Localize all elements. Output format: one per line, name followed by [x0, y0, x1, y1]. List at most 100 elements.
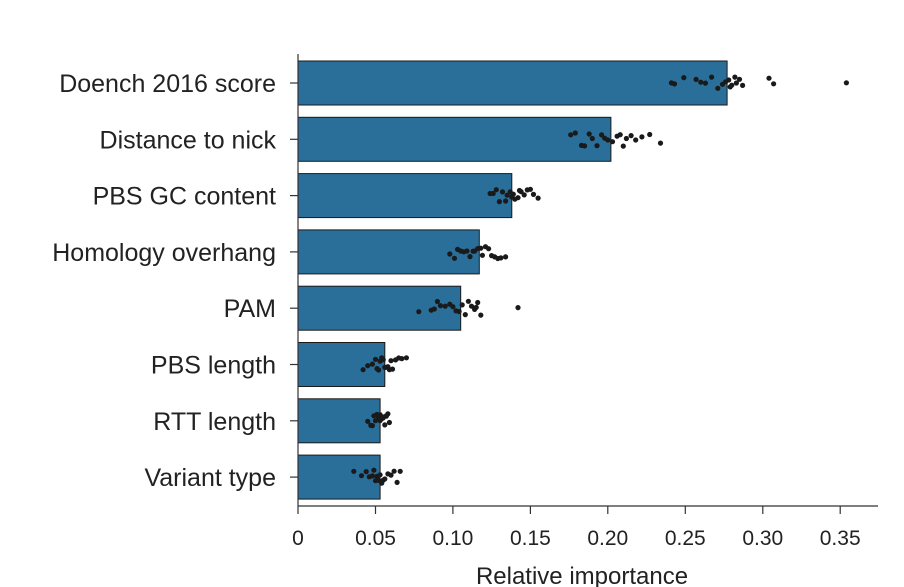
point-pbs-length — [403, 355, 409, 361]
point-distance-to-nick — [620, 143, 626, 149]
point-rtt-length — [365, 418, 371, 424]
category-label-pbs-gc-content: PBS GC content — [93, 183, 276, 211]
point-doench-2016-score — [736, 76, 743, 82]
point-distance-to-nick — [633, 137, 639, 143]
point-pam — [456, 308, 462, 315]
point-doench-2016-score — [771, 81, 777, 87]
category-label-variant-type: Variant type — [144, 464, 276, 492]
x-tick-label: 0.20 — [587, 527, 628, 550]
point-doench-2016-score — [702, 80, 709, 86]
point-pam — [431, 306, 437, 312]
x-tick-label: 0.25 — [665, 527, 706, 550]
point-pam — [473, 304, 479, 310]
point-pam — [468, 303, 475, 309]
point-pam — [478, 312, 484, 318]
x-tick-label: 0.10 — [432, 527, 473, 550]
point-homology-overhang — [451, 255, 458, 261]
point-pbs-length — [360, 367, 366, 373]
point-homology-overhang — [503, 254, 509, 260]
x-tick-label: 0.15 — [510, 527, 551, 550]
point-pbs-length — [365, 363, 371, 369]
point-doench-2016-score — [715, 85, 721, 91]
point-variant-type — [377, 472, 383, 478]
point-pbs-gc-content — [510, 191, 516, 197]
point-distance-to-nick — [639, 134, 645, 140]
point-homology-overhang — [467, 254, 473, 260]
point-pbs-length — [372, 356, 379, 362]
category-label-distance-to-nick: Distance to nick — [100, 126, 277, 154]
point-rtt-length — [369, 423, 375, 429]
point-variant-type — [397, 468, 403, 474]
point-variant-type — [371, 467, 377, 473]
point-pam — [416, 309, 422, 315]
point-doench-2016-score — [733, 80, 740, 86]
point-homology-overhang — [486, 246, 492, 252]
point-pam — [437, 303, 444, 309]
point-distance-to-nick — [609, 139, 616, 145]
point-pam — [465, 298, 471, 304]
point-pbs-gc-content — [527, 186, 534, 192]
labels-layer: Doench 2016 score Distance to nick PBS GC … — [52, 70, 860, 587]
point-rtt-length — [385, 411, 391, 417]
point-doench-2016-score — [843, 80, 850, 86]
point-distance-to-nick — [628, 133, 634, 139]
point-distance-to-nick — [617, 132, 623, 138]
axes-layer — [290, 54, 878, 514]
point-variant-type — [394, 479, 400, 485]
point-doench-2016-score — [729, 82, 735, 88]
point-distance-to-nick — [623, 135, 630, 142]
category-label-pbs-length: PBS length — [151, 352, 276, 380]
point-variant-type — [351, 468, 357, 474]
x-axis-title: Relative importance — [476, 563, 688, 587]
category-label-homology-overhang: Homology overhang — [52, 239, 276, 267]
point-distance-to-nick — [657, 140, 664, 146]
point-pam — [459, 302, 465, 308]
point-homology-overhang — [498, 255, 504, 261]
points-layer — [351, 74, 850, 486]
point-doench-2016-score — [693, 76, 699, 82]
point-pbs-length — [388, 358, 394, 364]
point-rtt-length — [382, 422, 388, 428]
point-doench-2016-score — [671, 81, 678, 87]
point-pbs-gc-content — [493, 187, 499, 193]
point-pam — [515, 305, 521, 311]
point-distance-to-nick — [594, 143, 600, 149]
point-doench-2016-score — [726, 77, 732, 83]
point-pbs-gc-content — [499, 189, 506, 195]
bar-pbs-gc-content — [297, 173, 513, 219]
point-pam — [450, 304, 456, 310]
point-pbs-gc-content — [530, 191, 537, 197]
point-variant-type — [391, 468, 397, 474]
point-variant-type — [363, 469, 369, 475]
point-rtt-length — [386, 419, 392, 426]
bar-distance-to-nick — [297, 116, 612, 162]
point-homology-overhang — [479, 252, 485, 258]
point-pam — [434, 298, 440, 305]
point-homology-overhang — [464, 248, 470, 254]
point-variant-type — [369, 473, 375, 479]
point-variant-type — [358, 473, 365, 479]
category-label-rtt-length: RTT length — [153, 408, 276, 436]
point-distance-to-nick — [572, 130, 578, 136]
point-pam — [462, 312, 468, 318]
point-pam — [442, 303, 448, 309]
x-tick-label: 0.35 — [820, 527, 861, 550]
point-pam — [475, 299, 481, 306]
point-pbs-length — [369, 361, 375, 367]
point-pbs-length — [389, 366, 396, 372]
point-variant-type — [388, 472, 394, 478]
point-doench-2016-score — [681, 75, 687, 81]
point-doench-2016-score — [732, 74, 738, 80]
bar-homology-overhang — [297, 229, 480, 275]
point-homology-overhang — [478, 245, 484, 251]
bars-layer — [297, 60, 728, 500]
point-homology-overhang — [447, 251, 453, 257]
point-doench-2016-score — [740, 82, 746, 88]
point-distance-to-nick — [589, 135, 595, 142]
point-distance-to-nick — [568, 132, 574, 138]
point-doench-2016-score — [709, 74, 715, 80]
point-pbs-gc-content — [518, 189, 524, 195]
point-pbs-gc-content — [504, 192, 510, 198]
point-pbs-gc-content — [496, 199, 502, 205]
